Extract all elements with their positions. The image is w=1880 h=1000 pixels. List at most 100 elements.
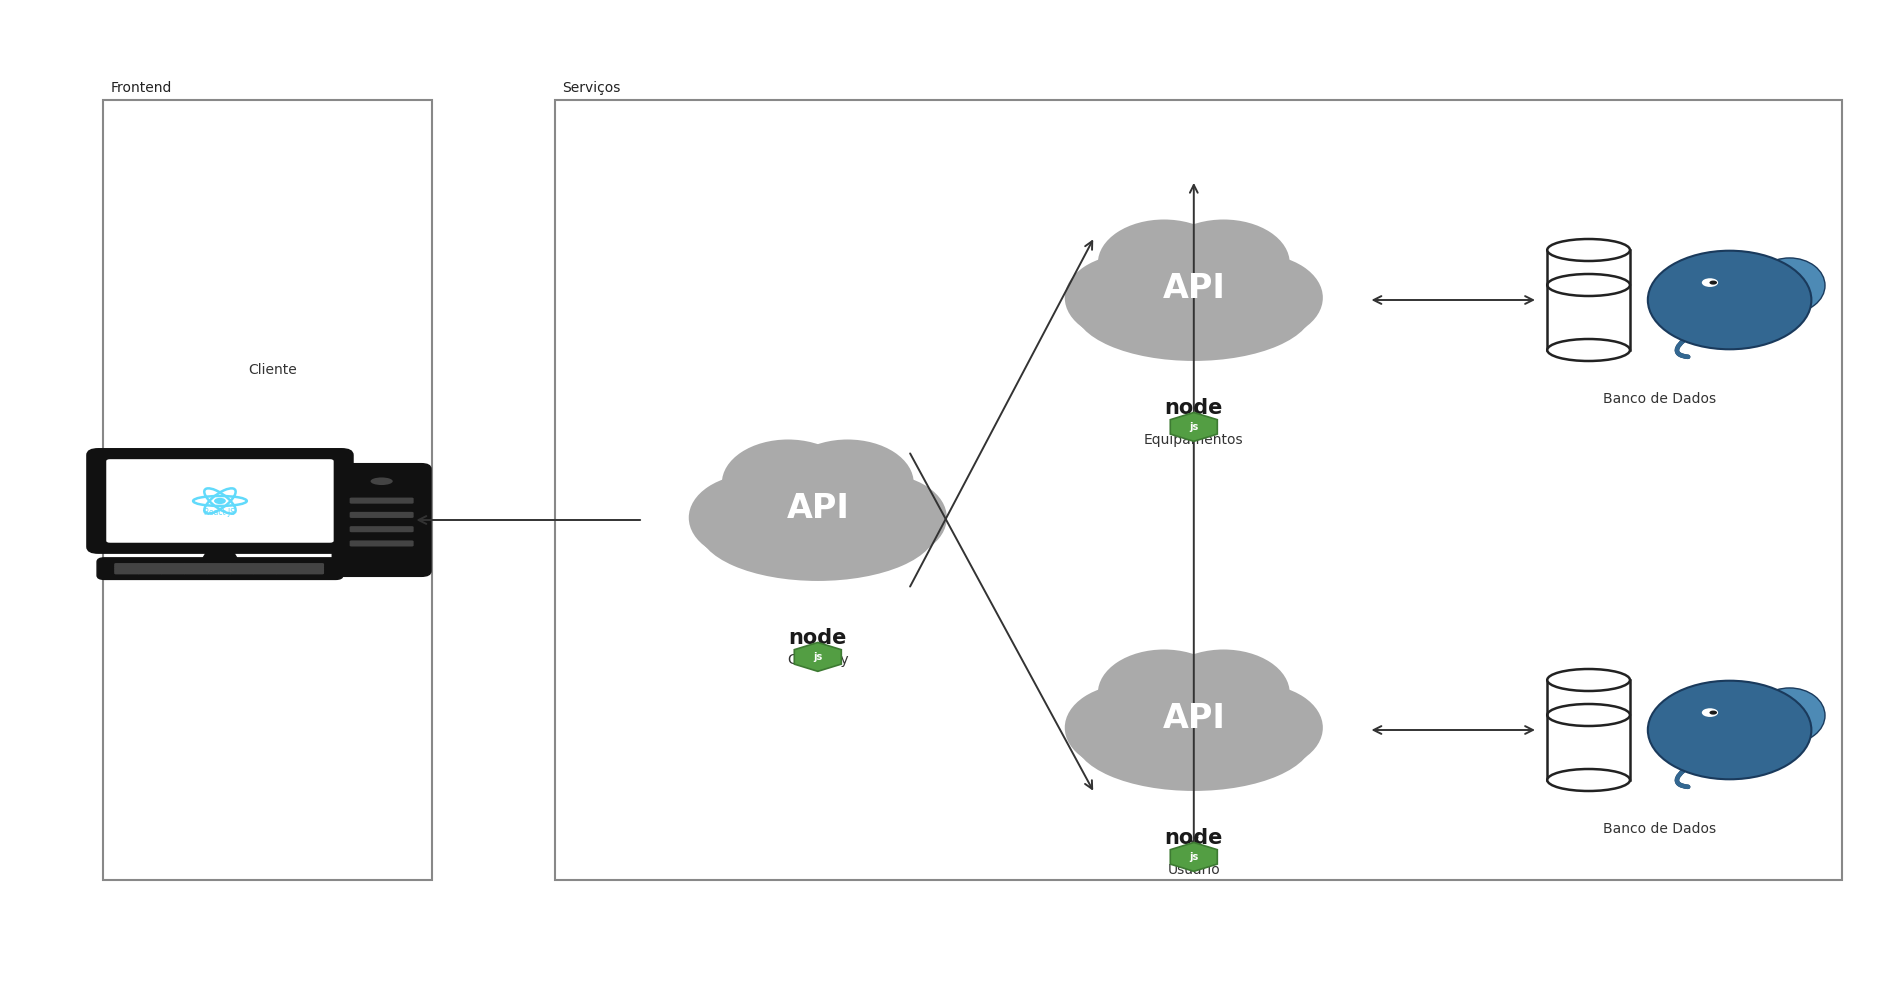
FancyBboxPatch shape — [103, 100, 432, 880]
Text: Serviços: Serviços — [562, 81, 620, 95]
FancyBboxPatch shape — [350, 540, 414, 546]
FancyBboxPatch shape — [252, 568, 278, 572]
FancyBboxPatch shape — [160, 568, 186, 572]
Ellipse shape — [756, 446, 880, 543]
Ellipse shape — [1754, 258, 1825, 313]
FancyBboxPatch shape — [229, 563, 256, 567]
Ellipse shape — [1190, 254, 1324, 341]
Text: Gateway: Gateway — [788, 653, 848, 667]
Ellipse shape — [1709, 711, 1716, 715]
FancyBboxPatch shape — [276, 563, 301, 567]
Text: Banco de Dados: Banco de Dados — [1604, 392, 1716, 406]
Ellipse shape — [1064, 684, 1198, 771]
FancyBboxPatch shape — [86, 449, 353, 553]
Ellipse shape — [1701, 278, 1718, 287]
Polygon shape — [1547, 250, 1630, 350]
FancyBboxPatch shape — [299, 563, 323, 567]
FancyBboxPatch shape — [115, 568, 139, 572]
Text: js: js — [1190, 422, 1198, 432]
Ellipse shape — [1547, 669, 1630, 691]
FancyBboxPatch shape — [252, 563, 278, 567]
Ellipse shape — [1064, 254, 1198, 341]
FancyBboxPatch shape — [137, 568, 162, 572]
Text: API: API — [786, 491, 850, 524]
FancyBboxPatch shape — [333, 464, 431, 576]
Ellipse shape — [782, 440, 914, 527]
FancyBboxPatch shape — [229, 565, 256, 570]
FancyBboxPatch shape — [555, 100, 1842, 880]
FancyBboxPatch shape — [276, 568, 301, 572]
FancyBboxPatch shape — [299, 565, 323, 570]
Text: js: js — [814, 652, 822, 662]
FancyBboxPatch shape — [115, 565, 139, 570]
Ellipse shape — [1158, 220, 1290, 307]
Polygon shape — [201, 547, 239, 562]
FancyBboxPatch shape — [160, 565, 186, 570]
Text: Cliente: Cliente — [248, 363, 297, 377]
Ellipse shape — [1098, 220, 1230, 307]
FancyBboxPatch shape — [98, 558, 342, 579]
FancyBboxPatch shape — [184, 563, 209, 567]
Text: js: js — [1190, 852, 1198, 862]
FancyBboxPatch shape — [299, 568, 323, 572]
Polygon shape — [1169, 412, 1218, 441]
FancyBboxPatch shape — [184, 568, 209, 572]
Text: React JS: React JS — [205, 508, 235, 517]
Ellipse shape — [1709, 281, 1716, 285]
Ellipse shape — [688, 474, 822, 561]
Ellipse shape — [1547, 239, 1630, 261]
FancyBboxPatch shape — [160, 570, 186, 574]
Ellipse shape — [1701, 708, 1718, 717]
Polygon shape — [1547, 680, 1630, 780]
Text: Equipamentos: Equipamentos — [1145, 433, 1243, 447]
Text: API: API — [1162, 271, 1226, 304]
FancyBboxPatch shape — [207, 565, 231, 570]
FancyBboxPatch shape — [137, 563, 162, 567]
Ellipse shape — [814, 474, 948, 561]
Text: Frontend: Frontend — [111, 81, 173, 95]
Ellipse shape — [1075, 687, 1312, 791]
Ellipse shape — [1075, 257, 1312, 361]
FancyBboxPatch shape — [252, 570, 278, 574]
FancyBboxPatch shape — [350, 498, 414, 504]
Ellipse shape — [1647, 681, 1810, 779]
Ellipse shape — [1132, 656, 1256, 753]
FancyBboxPatch shape — [276, 565, 301, 570]
FancyBboxPatch shape — [207, 563, 231, 567]
FancyBboxPatch shape — [107, 459, 333, 543]
FancyBboxPatch shape — [184, 565, 209, 570]
Ellipse shape — [1547, 339, 1630, 361]
Polygon shape — [793, 642, 842, 671]
Ellipse shape — [1647, 251, 1810, 349]
FancyBboxPatch shape — [115, 570, 139, 574]
FancyBboxPatch shape — [276, 570, 301, 574]
FancyBboxPatch shape — [115, 563, 139, 567]
Ellipse shape — [1098, 650, 1230, 737]
FancyBboxPatch shape — [299, 570, 323, 574]
FancyBboxPatch shape — [350, 512, 414, 518]
Text: API: API — [1162, 702, 1226, 734]
FancyBboxPatch shape — [252, 565, 278, 570]
Text: Usuário: Usuário — [1167, 863, 1220, 877]
FancyBboxPatch shape — [137, 565, 162, 570]
FancyBboxPatch shape — [184, 570, 209, 574]
Text: node: node — [1164, 828, 1224, 848]
Ellipse shape — [1754, 688, 1825, 743]
Ellipse shape — [370, 477, 393, 485]
Ellipse shape — [1132, 226, 1256, 323]
FancyBboxPatch shape — [229, 568, 256, 572]
Ellipse shape — [722, 440, 854, 527]
FancyBboxPatch shape — [207, 568, 231, 572]
Text: node: node — [1164, 398, 1224, 418]
FancyBboxPatch shape — [137, 570, 162, 574]
Ellipse shape — [699, 477, 936, 581]
Ellipse shape — [214, 498, 226, 504]
Ellipse shape — [1547, 769, 1630, 791]
Text: Banco de Dados: Banco de Dados — [1604, 822, 1716, 836]
FancyBboxPatch shape — [350, 526, 414, 532]
FancyBboxPatch shape — [229, 570, 256, 574]
Polygon shape — [1169, 842, 1218, 871]
Ellipse shape — [1190, 684, 1324, 771]
FancyBboxPatch shape — [207, 570, 231, 574]
Ellipse shape — [1158, 650, 1290, 737]
